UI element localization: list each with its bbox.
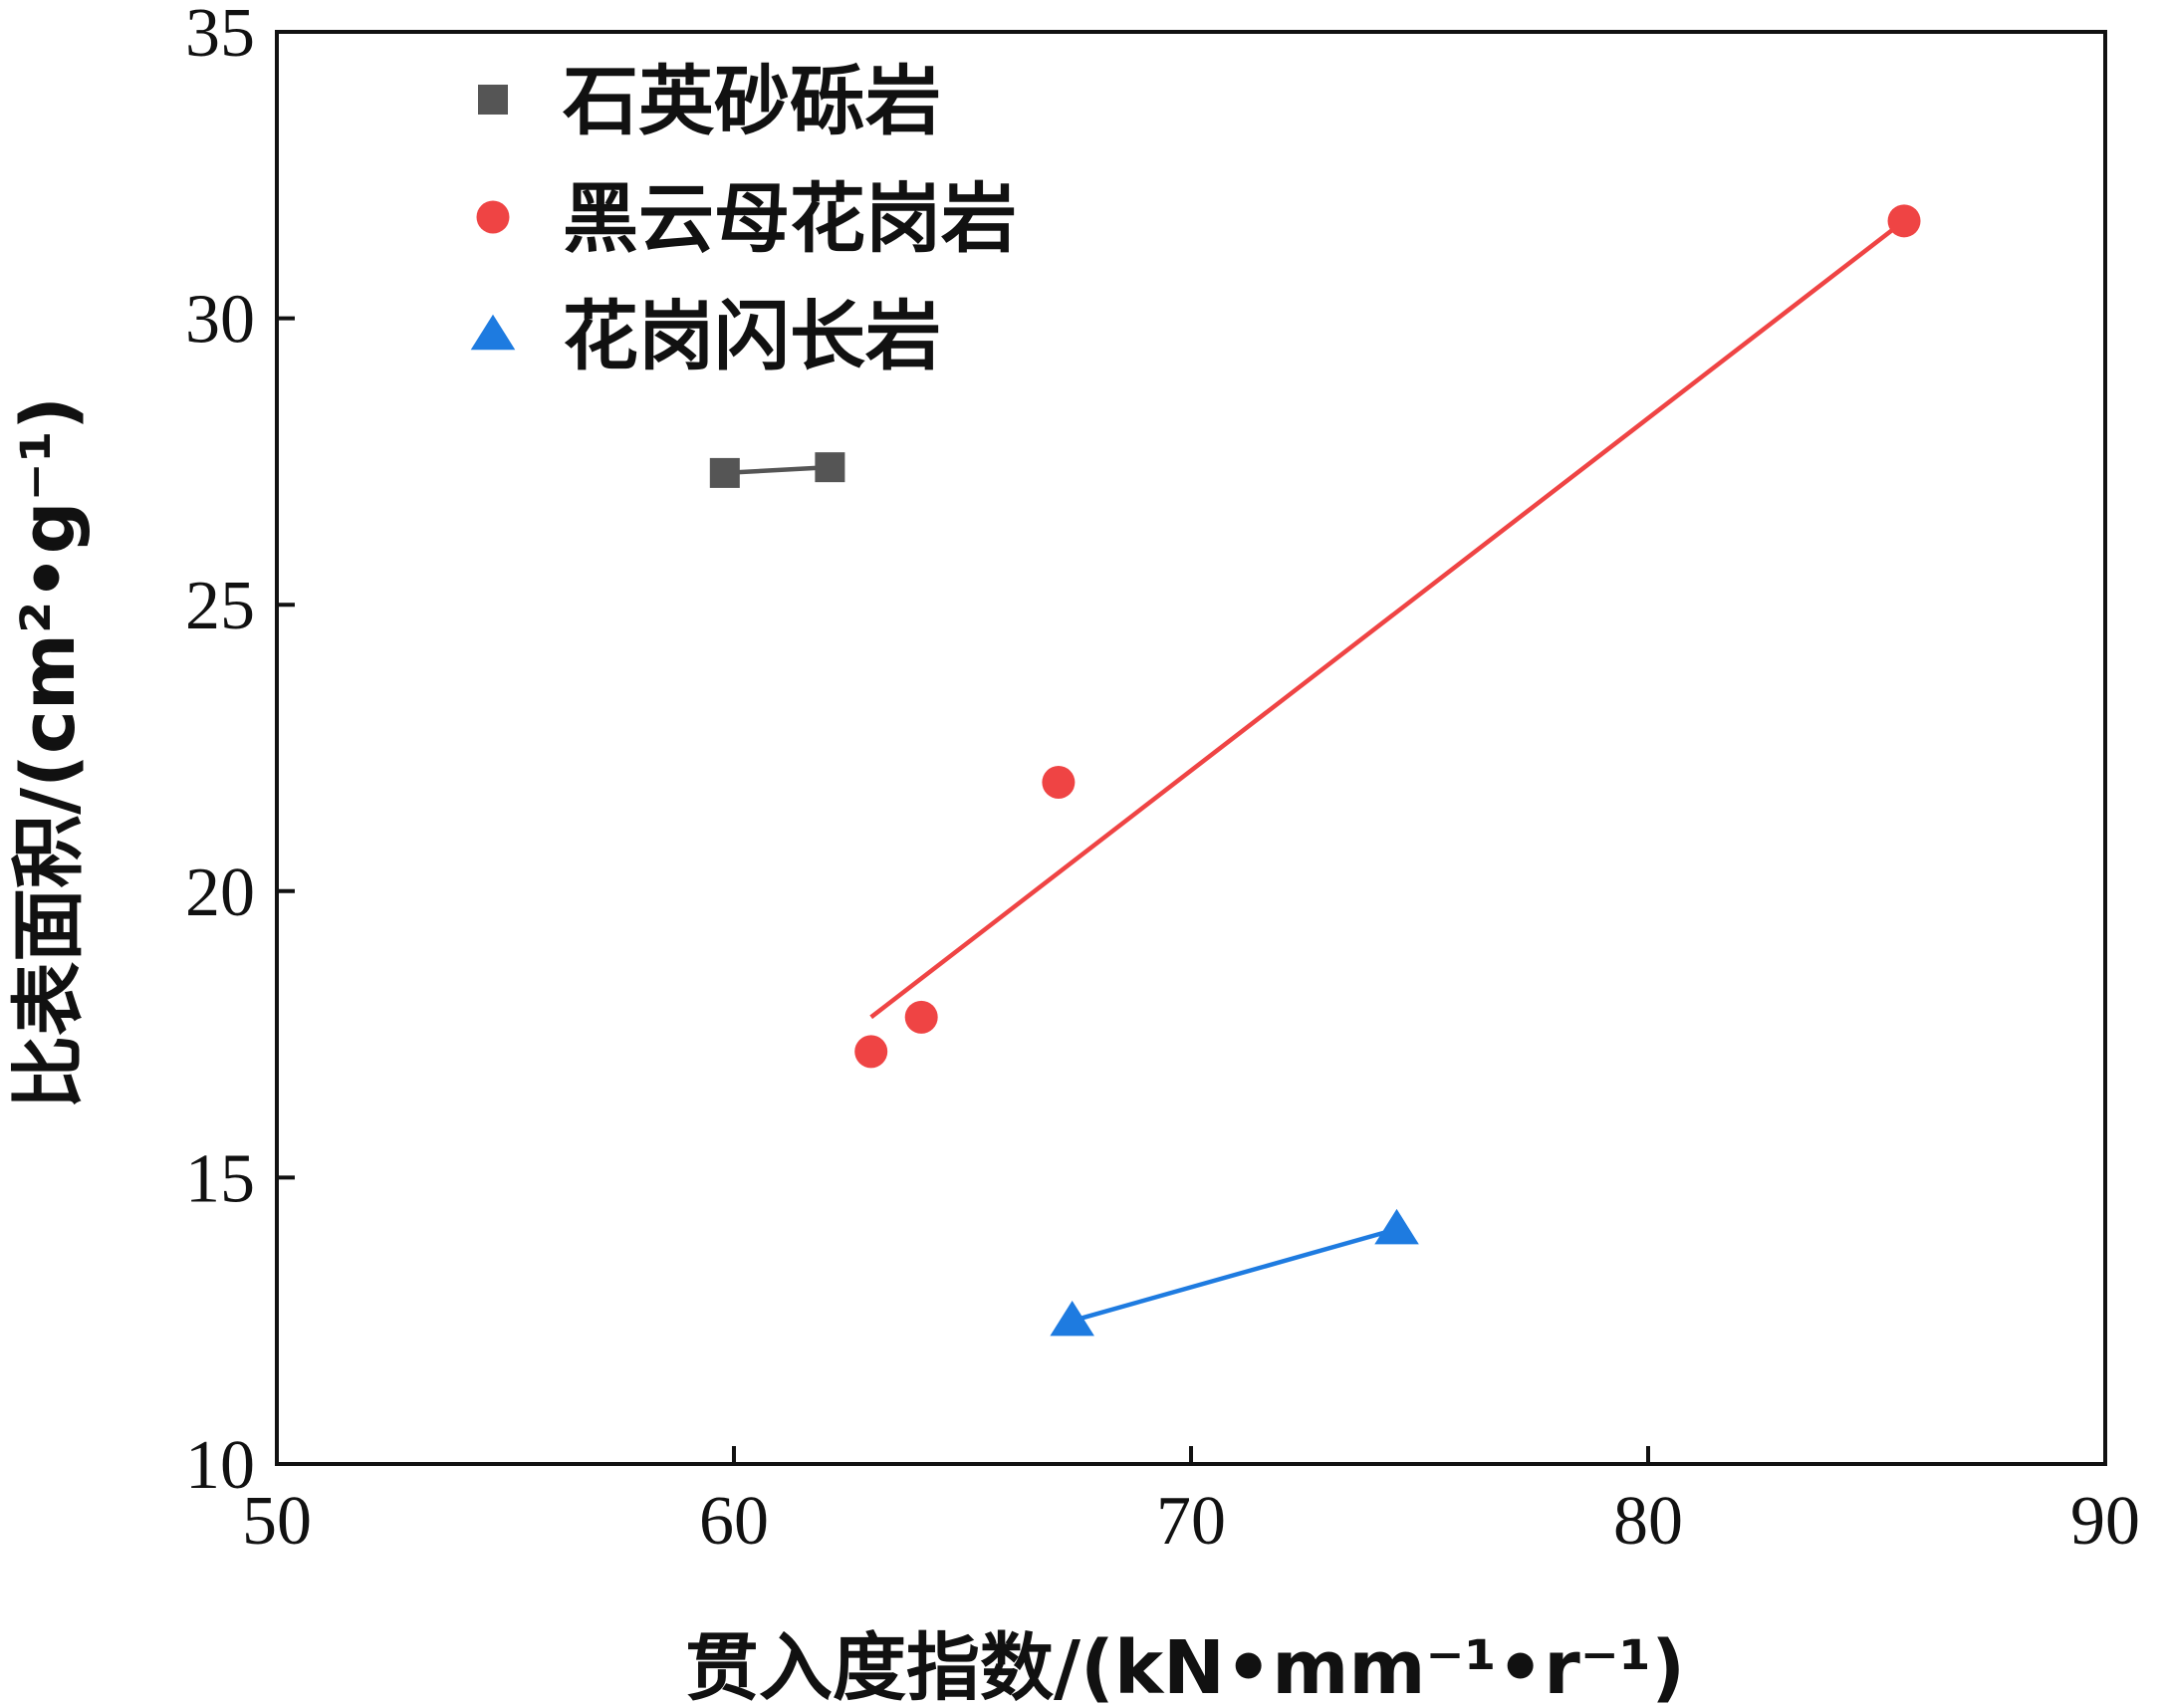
axis-ticks: 50 60 70 80 90 10 15 20 25 30 35	[185, 0, 2140, 1560]
fit-line-3	[1072, 1227, 1398, 1324]
y-tick-label: 30	[185, 282, 255, 359]
data-point-series-3	[1374, 1208, 1419, 1245]
y-tick-label: 25	[185, 568, 255, 644]
data-point-series-1	[815, 452, 845, 483]
legend-marker-2	[476, 200, 510, 234]
fit-line-2	[869, 219, 1906, 1020]
plot-frame	[275, 30, 2107, 1466]
x-tick-label: 60	[699, 1483, 769, 1560]
fit-line-1	[724, 464, 831, 476]
legend-label-3: 花岗闪长岩	[563, 292, 941, 380]
y-tick-label: 15	[185, 1140, 255, 1217]
fit-lines	[724, 219, 1906, 1324]
x-tick-label: 50	[242, 1483, 312, 1560]
data-point-series-1	[709, 457, 740, 488]
y-tick-label: 35	[185, 0, 255, 72]
legend-marker-1	[478, 85, 508, 115]
data-point-series-2	[1887, 204, 1921, 238]
x-tick-label: 80	[1613, 1483, 1683, 1560]
legend-marker-3	[470, 314, 516, 351]
data-point-series-2	[854, 1035, 888, 1069]
data-point-series-2	[1042, 766, 1076, 800]
y-tick-label: 10	[185, 1427, 255, 1504]
legend-label-1: 石英砂砾岩	[563, 57, 941, 145]
y-tick-label: 20	[185, 854, 255, 931]
legend-label-2: 黑云母花岗岩	[563, 174, 1017, 263]
data-point-series-2	[904, 1000, 938, 1034]
data-point-series-3	[1050, 1300, 1094, 1337]
x-axis-title: 贯入度指数/(kN•mm⁻¹•r⁻¹)	[685, 1625, 1685, 1708]
x-tick-label: 70	[1156, 1483, 1226, 1560]
data-points	[709, 204, 1921, 1337]
plot-area	[275, 30, 2107, 1466]
y-axis-title: 比表面积/(cm²•g⁻¹)	[6, 396, 92, 1109]
x-tick-label: 90	[2070, 1483, 2140, 1560]
